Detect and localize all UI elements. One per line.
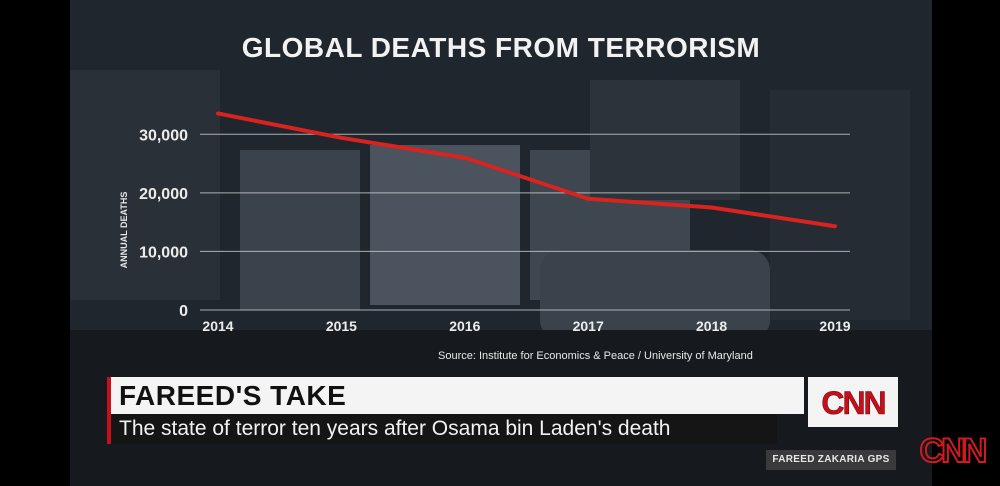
accent-stripe <box>107 377 111 444</box>
x-tick-label: 2015 <box>326 318 357 334</box>
source-note: Source: Institute for Economics & Peace … <box>438 350 753 362</box>
video-area: GLOBAL DEATHS FROM TERRORISM 0 10,000 20,0… <box>70 0 932 486</box>
data-point <box>833 224 837 229</box>
x-tick-labels: 2014 2015 2016 2017 2018 2019 <box>202 318 850 334</box>
x-tick-label: 2017 <box>573 318 604 334</box>
y-tick-label: 10,000 <box>139 244 188 261</box>
y-tick-label: 0 <box>179 303 188 320</box>
y-tick-label: 30,000 <box>139 127 188 144</box>
chart-title: GLOBAL DEATHS FROM TERRORISM <box>241 32 761 63</box>
x-tick-label: 2014 <box>202 318 233 334</box>
background-scene <box>70 0 932 486</box>
show-tag: FAREED ZAKARIA GPS <box>766 450 896 470</box>
cnn-watermark-text: CNN <box>920 432 986 470</box>
y-tick-labels: 0 10,000 20,000 30,000 <box>139 127 188 320</box>
x-tick-label: 2016 <box>449 318 480 334</box>
subhead-bar: The state of terror ten years after Osam… <box>107 414 777 444</box>
cnn-logo-text: CNN <box>821 385 884 421</box>
grid-lines <box>200 133 850 311</box>
subhead-text: The state of terror ten years after Osam… <box>119 417 671 440</box>
data-point <box>586 196 590 201</box>
data-point <box>216 111 220 116</box>
headline-text: FAREED'S TAKE <box>119 380 347 411</box>
series-layer <box>216 111 837 229</box>
data-point <box>463 155 467 160</box>
x-tick-label: 2019 <box>819 318 850 334</box>
data-point <box>709 205 714 210</box>
headline-bar: FAREED'S TAKE <box>107 377 804 414</box>
cnn-logo-icon: CNN <box>821 385 887 422</box>
series-line <box>216 111 837 229</box>
data-point <box>339 136 344 140</box>
y-axis-label: ANNUAL DEATHS <box>119 192 129 269</box>
cnn-logo-box: CNN <box>808 377 898 427</box>
line-chart: 0 10,000 20,000 30,000 2014 2015 2016 2017 2018… <box>119 111 851 334</box>
y-tick-label: 20,000 <box>139 186 188 203</box>
x-tick-label: 2018 <box>696 318 727 334</box>
cnn-watermark-icon: CNN <box>919 431 988 470</box>
